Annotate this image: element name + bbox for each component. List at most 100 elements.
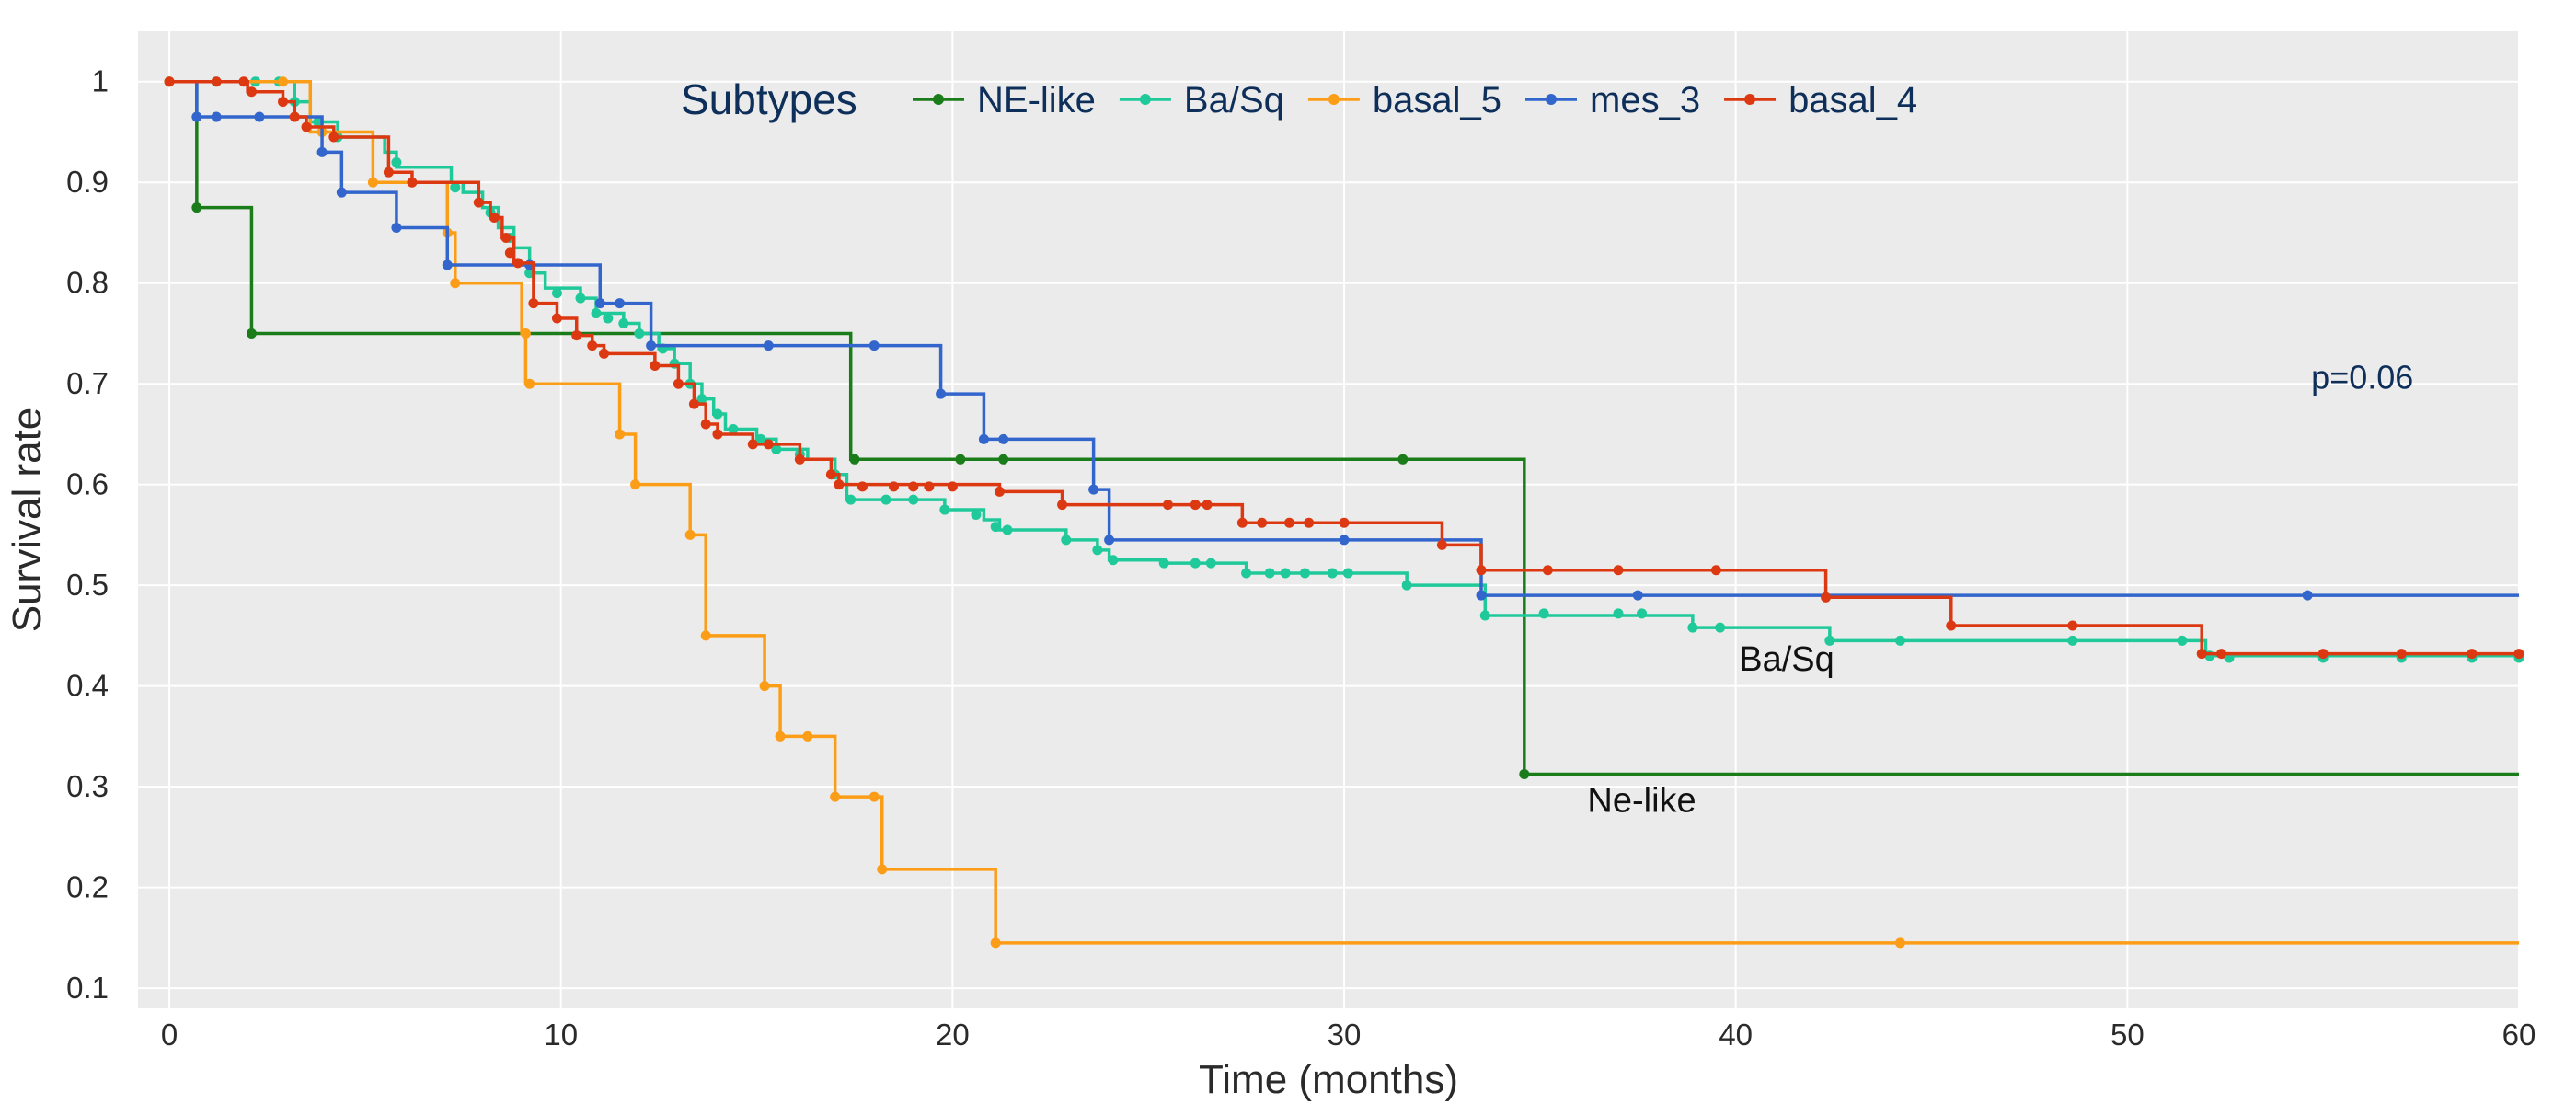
censor-point-ba-sq (1824, 635, 1835, 646)
y-tick-label: 0.2 (66, 870, 109, 904)
censor-point-basal-4 (2317, 649, 2329, 660)
legend-title: Subtypes (681, 75, 857, 123)
legend-item-ne-like: NE-like (913, 80, 1096, 121)
censor-point-basal-4 (551, 313, 562, 324)
censor-point-ba-sq (391, 156, 402, 167)
censor-point-basal-4 (1304, 517, 1315, 528)
censor-point-mes-3 (316, 146, 328, 157)
censor-point-ba-sq (880, 494, 891, 505)
censor-point-basal-5 (367, 177, 378, 188)
y-axis-title: Survival rate (5, 408, 50, 633)
series-layer (164, 76, 2524, 949)
censor-point-ba-sq (728, 423, 739, 434)
censor-point-basal-5 (524, 378, 535, 389)
y-tick-label: 0.1 (66, 971, 109, 1005)
censor-point-basal-4 (512, 258, 523, 269)
censor-point-mes-3 (1104, 535, 1115, 546)
censor-point-basal-4 (2216, 649, 2226, 660)
censor-point-basal-4 (2196, 649, 2207, 660)
censor-point-basal-4 (383, 167, 394, 178)
censor-point-ba-sq (1299, 568, 1310, 579)
censor-point-basal-5 (868, 791, 880, 802)
legend-swatch-marker (933, 94, 944, 105)
legend-swatch-marker (1328, 94, 1340, 105)
censor-point-ba-sq (1108, 555, 1119, 566)
censor-point-ba-sq (1061, 535, 1072, 546)
censor-point-mes-3 (936, 388, 947, 399)
grid-lines (138, 31, 2520, 1008)
censor-point-ba-sq (1205, 558, 1216, 569)
censor-point-basal-4 (1236, 517, 1248, 528)
y-tick-label: 0.6 (66, 467, 109, 501)
tick-labels: 0 10 20 30 40 50 60 0.1 0.2 0.3 0.4 0.5 0.6 0.7 0.8 0.9… (66, 64, 2536, 1052)
y-tick-label: 0.3 (66, 769, 109, 803)
censor-point-basal-4 (1339, 517, 1350, 528)
x-tick-label: 0 (161, 1018, 178, 1052)
censor-point-basal-4 (763, 439, 774, 450)
censor-point-basal-4 (473, 197, 484, 208)
censor-point-mes-3 (594, 298, 605, 309)
censor-point-ba-sq (971, 510, 982, 521)
censor-point-basal-5 (615, 429, 626, 440)
censor-point-basal-5 (830, 791, 841, 802)
censor-point-basal-5 (802, 730, 813, 742)
censor-point-basal-4 (688, 398, 699, 409)
x-axis-title: Time (months) (1199, 1057, 1458, 1102)
legend-swatch-marker (1546, 94, 1557, 105)
censor-point-basal-4 (673, 378, 684, 389)
censor-point-ne-like (998, 454, 1009, 465)
censor-point-ba-sq (591, 308, 602, 319)
censor-point-basal-4 (504, 247, 515, 259)
censor-point-basal-5 (684, 529, 696, 540)
censor-point-basal-4 (889, 481, 900, 492)
censor-point-basal-5 (1894, 937, 1905, 949)
censor-point-ne-like (849, 454, 860, 465)
censor-point-basal-4 (650, 360, 661, 371)
censor-point-ba-sq (2177, 635, 2188, 646)
plot-background (138, 31, 2519, 1008)
censor-point-basal-4 (857, 481, 868, 492)
x-tick-label: 20 (936, 1018, 970, 1052)
censor-point-ba-sq (1342, 568, 1353, 579)
censor-point-ba-sq (1894, 635, 1905, 646)
censor-point-basal-4 (947, 481, 958, 492)
series-line-basal-5 (169, 79, 2519, 945)
censor-point-ba-sq (551, 288, 562, 299)
censor-point-ba-sq (908, 494, 919, 505)
censor-point-basal-4 (794, 454, 805, 465)
legend-swatch-marker (1744, 94, 1756, 105)
censor-point-basal-5 (877, 864, 888, 875)
censor-point-basal-4 (238, 76, 249, 87)
censor-point-mes-3 (615, 298, 626, 309)
legend-item-basal-4: basal_4 (1724, 80, 1917, 121)
censor-point-mes-3 (391, 222, 402, 233)
censor-point-ba-sq (1002, 524, 1013, 535)
censor-point-basal-4 (587, 340, 598, 351)
censor-point-basal-5 (759, 681, 770, 692)
y-tick-label: 0.4 (66, 669, 109, 703)
annotations: p=0.06 Ba/Sq Ne-like (1587, 359, 2413, 821)
censor-point-ba-sq (712, 408, 723, 420)
censor-point-basal-4 (1257, 517, 1268, 528)
legend-label-basal-5: basal_5 (1373, 80, 1501, 121)
x-tick-label: 10 (544, 1018, 578, 1052)
censor-point-mes-3 (998, 433, 1009, 444)
censor-point-mes-3 (1632, 590, 1643, 601)
censor-point-basal-4 (1283, 517, 1294, 528)
censor-point-ba-sq (2067, 635, 2078, 646)
legend-item-mes-3: mes_3 (1525, 80, 1700, 121)
censor-point-ba-sq (696, 394, 707, 405)
censor-point-ba-sq (990, 522, 1001, 533)
legend: Subtypes NE-like Ba/Sq basal_5 mes_3 basal_4 (681, 75, 1917, 123)
censor-point-basal-4 (1202, 500, 1213, 511)
censor-point-ba-sq (603, 313, 614, 324)
censor-point-basal-4 (1162, 500, 1173, 511)
legend-item-ba-sq: Ba/Sq (1119, 80, 1284, 121)
censor-point-basal-4 (994, 486, 1005, 497)
censor-point-ne-like (191, 202, 202, 213)
x-tick-label: 60 (2502, 1018, 2536, 1052)
censor-point-basal-4 (700, 419, 711, 430)
legend-label-basal-4: basal_4 (1788, 80, 1917, 121)
censor-point-basal-4 (2467, 649, 2478, 660)
